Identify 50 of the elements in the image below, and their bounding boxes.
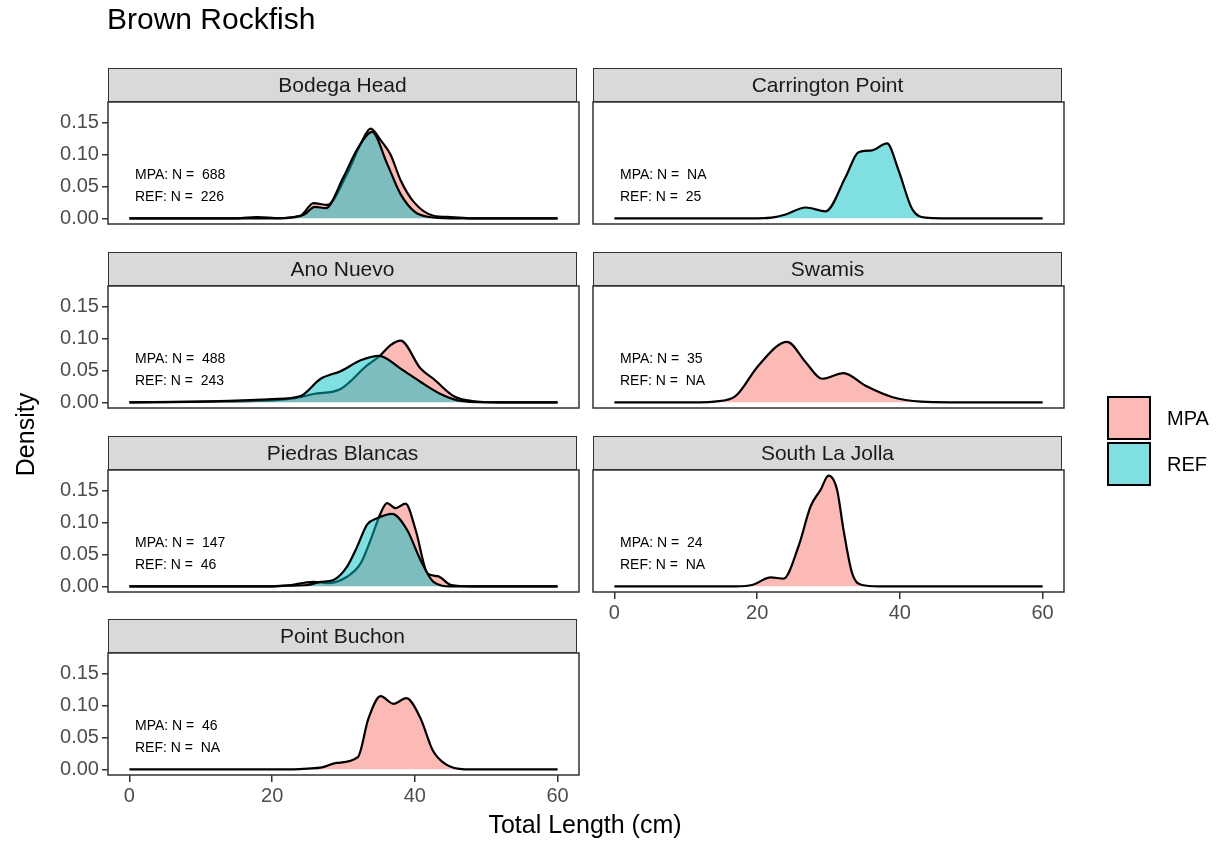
annotation: MPA: N = 488	[135, 349, 226, 366]
text: Density	[10, 391, 40, 479]
chart-title: Swamis	[593, 252, 1062, 286]
y-tick-label: 0.05	[60, 542, 99, 565]
annotation: MPA: N = 35	[620, 349, 703, 366]
x-tick-label: 60	[546, 783, 569, 806]
annotation: MPA: N = 147	[135, 533, 226, 550]
y-tick-label: 0.15	[60, 661, 99, 684]
annotation: REF: N = NA	[620, 555, 706, 572]
chart-title: Ano Nuevo	[108, 252, 577, 286]
chart-title: Bodega Head	[108, 68, 577, 102]
y-tick-label: 0.10	[60, 693, 99, 716]
y-tick-label: 0.05	[60, 174, 99, 197]
y-tick-label: 0.00	[60, 756, 99, 779]
annotation: REF: N = NA	[620, 371, 706, 388]
annotation: REF: N = 243	[135, 371, 225, 388]
chart-title: Carrington Point	[593, 68, 1062, 102]
text: Brown Rockfish	[107, 2, 316, 36]
annotation: REF: N = NA	[135, 738, 221, 755]
legend-label: MPA	[1167, 406, 1209, 430]
y-tick-label: 0.15	[60, 110, 99, 133]
chart-title: Piedras Blancas	[108, 436, 577, 470]
annotation: MPA: N = 24	[620, 533, 703, 550]
annotation: MPA: N = NA	[620, 165, 708, 182]
y-tick-label: 0.10	[60, 326, 99, 349]
x-tick-label: 40	[403, 783, 426, 806]
x-tick-label: 20	[261, 783, 284, 806]
x-tick-label: 20	[746, 600, 769, 623]
y-tick-label: 0.05	[60, 358, 99, 381]
y-tick-label: 0.00	[60, 205, 99, 228]
y-tick-label: 0.15	[60, 478, 99, 501]
y-tick-label: 0.00	[60, 389, 99, 412]
annotation: REF: N = 25	[620, 187, 702, 204]
x-tick-label: 40	[888, 600, 911, 623]
x-tick-label: 60	[1031, 600, 1054, 623]
y-tick-label: 0.15	[60, 294, 99, 317]
y-tick-label: 0.10	[60, 142, 99, 165]
annotation: REF: N = 46	[135, 555, 217, 572]
x-tick-label: 0	[123, 783, 135, 806]
annotation: MPA: N = 688	[135, 165, 226, 182]
annotation: REF: N = 226	[135, 187, 225, 204]
x-tick-label: 0	[608, 600, 620, 623]
y-tick-label: 0.00	[60, 573, 99, 596]
y-tick-label: 0.05	[60, 725, 99, 748]
annotation: MPA: N = 46	[135, 716, 218, 733]
chart-title: Point Buchon	[108, 619, 577, 653]
legend-label: REF	[1167, 452, 1207, 476]
y-tick-label: 0.10	[60, 510, 99, 533]
chart-title: South La Jolla	[593, 436, 1062, 470]
text: Total Length (cm)	[487, 810, 683, 839]
